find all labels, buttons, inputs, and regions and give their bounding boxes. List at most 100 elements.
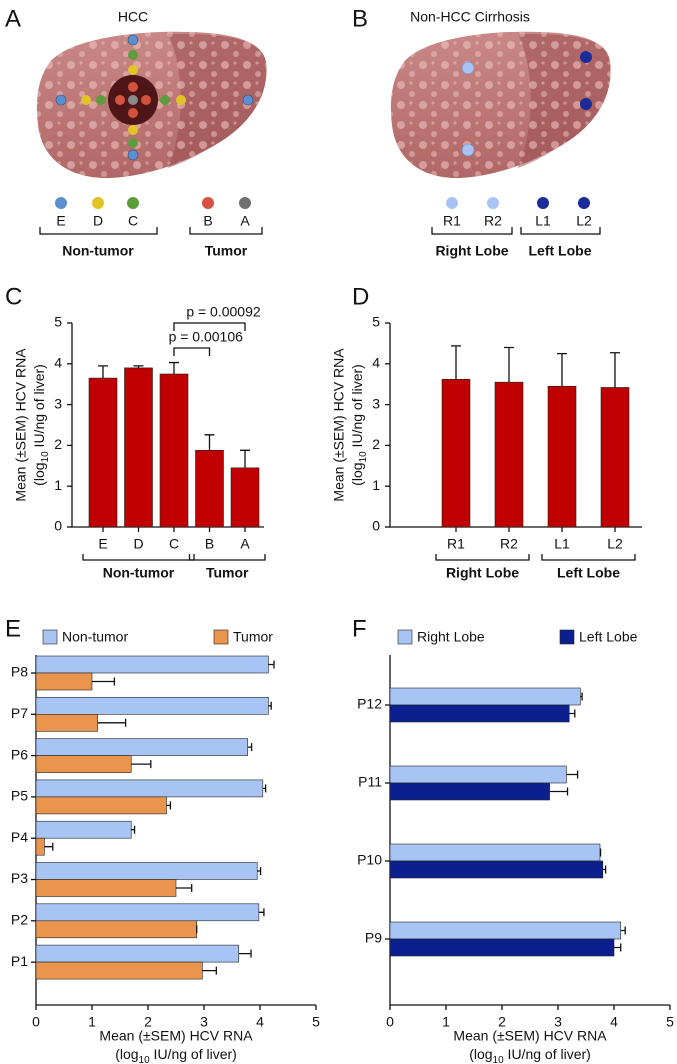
bar [35,755,132,773]
bar [441,379,471,528]
legend-swatch [213,629,229,645]
axis-label-part: (log [31,462,47,485]
y-tick-label: P4 [11,829,28,845]
legend-label: Right Lobe [417,629,485,645]
error-bar [504,346,514,383]
bar [35,879,177,897]
y-tick-label: 3 [54,395,62,411]
bar [35,862,258,880]
group-label: Right Lobe [435,243,508,259]
y-tick-label: P9 [365,930,382,946]
marker-label: A [240,213,250,229]
bar [195,449,224,528]
error-bar [557,352,567,387]
error-bar [240,449,250,468]
y-tick-label: 1 [372,477,380,493]
error-bar [247,743,253,752]
x-tick-label: 5 [312,1014,320,1030]
x-tick-label: 0 [386,1014,394,1030]
error-bar [166,801,172,810]
legend-label: Tumor [233,629,273,645]
significance-bracket [173,322,246,331]
x-tick-label: 2 [144,1014,152,1030]
marker-label: L2 [576,213,592,229]
axis-label: (log10 IU/ng of liver) [31,364,51,486]
bar [35,779,264,798]
error-bar [610,352,620,388]
bar [35,738,248,756]
bar [389,843,601,862]
x-tick-label: A [240,536,250,552]
axis-label: (log10 IU/ng of liver) [469,1046,591,1064]
bar [35,672,93,691]
bar [35,696,269,715]
y-tick-label: 4 [372,355,380,371]
axis-label: Mean (±SEM) HCV RNA [453,1028,607,1044]
marker-label: R1 [443,213,461,229]
bar [35,837,45,856]
axis-label-part: (log [115,1046,138,1062]
bar [600,387,630,528]
marker-label: B [203,213,212,229]
bar [35,820,132,839]
axis-label: (log10 IU/ng of liver) [115,1046,237,1064]
legend-label: Non-tumor [62,629,128,645]
error-bar [599,848,602,857]
axis-label: Mean (±SEM) HCV RNA [99,1028,253,1044]
x-tick-label: L2 [607,536,623,552]
axis-label: (log10 IU/ng of liver) [349,364,369,486]
marker-label: R2 [484,213,502,229]
panel-letter: F [352,615,367,642]
group-label: Tumor [206,565,249,581]
x-tick-label: 3 [200,1014,208,1030]
error-bar [238,949,252,958]
bar [35,713,98,732]
diagram-title: HCC [118,9,148,25]
y-tick-label: 0 [372,518,380,534]
liver-illustration [390,31,611,179]
y-tick-label: P5 [11,788,28,804]
p-value: p = 0.00106 [169,329,244,345]
error-bar [131,825,136,834]
y-tick-label: 2 [372,436,380,452]
error-bar [133,365,144,368]
bar [35,903,260,922]
y-tick-label: P12 [357,696,382,712]
bar [35,920,198,939]
x-tick-label: C [169,536,179,552]
error-bar [204,434,215,451]
error-bar [602,865,607,874]
x-tick-label: L1 [554,536,570,552]
panel-letter: D [352,283,369,310]
axis-label-part: IU/ng of liver) [150,1046,237,1062]
x-tick-label: 3 [554,1014,562,1030]
bar [547,385,577,528]
y-tick-label: 2 [54,436,62,452]
bar [389,860,604,879]
y-tick-label: P2 [11,912,28,928]
bar [389,938,615,957]
axis-label-part: (log [349,462,365,485]
group-label: Non-tumor [62,243,134,259]
marker-label: C [128,213,138,229]
group-label: Left Lobe [529,243,592,259]
error-bar [176,884,193,892]
y-tick-label: P11 [358,774,382,790]
error-bar [268,660,275,669]
panel-letter: E [5,615,21,642]
significance-bracket [173,347,211,356]
panel-letter: B [352,5,368,32]
axis-label: Mean (±SEM) HCV RNA [331,348,347,502]
x-tick-label: 4 [256,1014,264,1030]
bar [88,377,118,528]
group-label: Left Lobe [557,565,620,581]
x-tick-label: 5 [666,1014,674,1030]
group-bracket [188,554,266,561]
error-bar [569,709,576,718]
error-bar [549,787,569,796]
axis-label-part: IU/ng of liver) [504,1046,591,1062]
x-tick-label: E [98,536,107,552]
marker-key [39,197,263,235]
error-bar [131,760,152,769]
